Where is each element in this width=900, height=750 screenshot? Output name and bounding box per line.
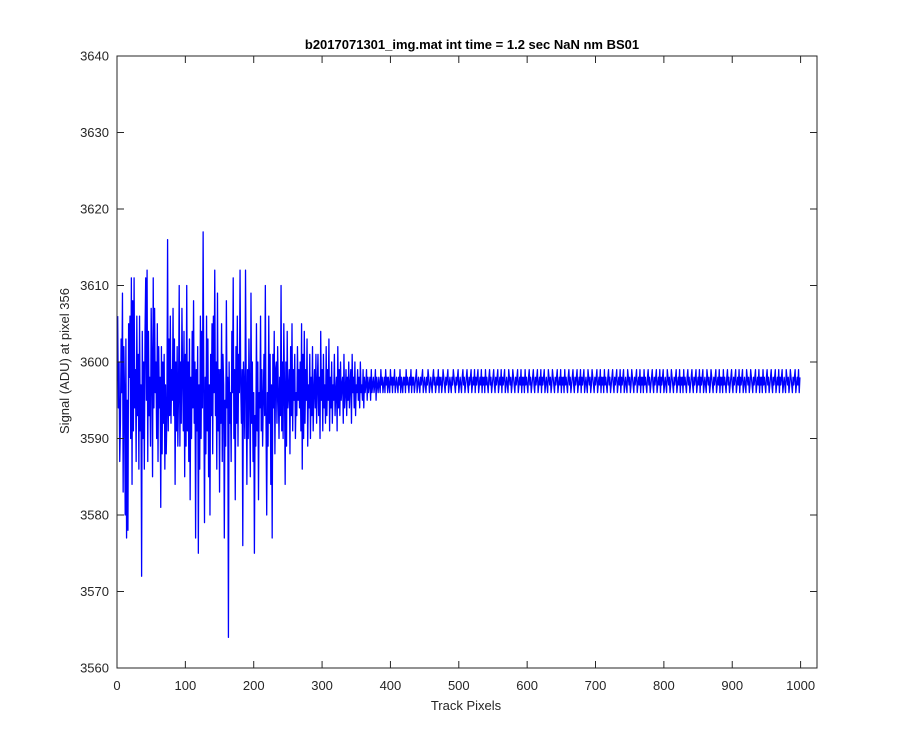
x-tick-label: 700: [585, 678, 607, 693]
x-tick-label: 400: [380, 678, 402, 693]
y-tick-label: 3610: [80, 278, 109, 293]
chart-title: b2017071301_img.mat int time = 1.2 sec N…: [305, 37, 639, 52]
series-layer: [117, 231, 801, 639]
x-tick-label: 0: [113, 678, 120, 693]
x-tick-label: 200: [243, 678, 265, 693]
y-tick-label: 3580: [80, 508, 109, 523]
y-tick-label: 3630: [80, 125, 109, 140]
y-tick-label: 3640: [80, 49, 109, 64]
x-tick-label: 500: [448, 678, 470, 693]
y-tick-label: 3620: [80, 202, 109, 217]
series-line-0: [117, 231, 801, 639]
x-tick-label: 600: [516, 678, 538, 693]
y-tick-label: 3570: [80, 584, 109, 599]
x-tick-label: 1000: [786, 678, 815, 693]
y-tick-label: 3600: [80, 355, 109, 370]
y-tick-label: 3560: [80, 661, 109, 676]
y-axis-label: Signal (ADU) at pixel 356: [57, 288, 72, 434]
axes-layer: 0 100 200 300 400 500 600 700 800 900 1000 3560 3570…: [80, 49, 818, 693]
x-tick-label: 800: [653, 678, 675, 693]
y-tick-label: 3590: [80, 431, 109, 446]
x-tick-label: 100: [175, 678, 197, 693]
x-tick-label: 900: [721, 678, 743, 693]
x-axis-label: Track Pixels: [431, 698, 502, 713]
x-tick-label: 300: [311, 678, 333, 693]
